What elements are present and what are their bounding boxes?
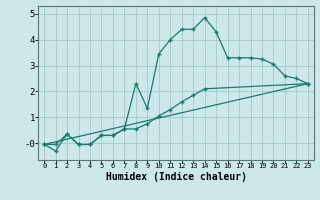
X-axis label: Humidex (Indice chaleur): Humidex (Indice chaleur) [106,172,246,182]
